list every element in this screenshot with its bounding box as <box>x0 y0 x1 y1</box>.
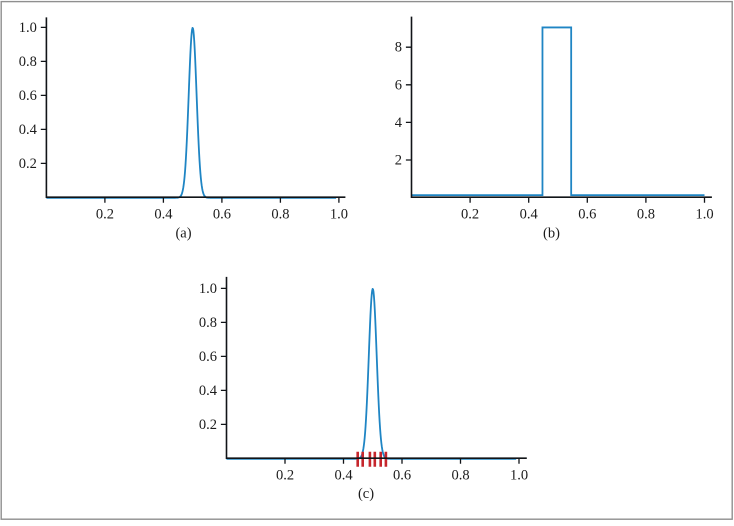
svg-text:0.8: 0.8 <box>451 467 469 483</box>
svg-text:0.6: 0.6 <box>393 467 411 483</box>
svg-text:(c): (c) <box>358 486 374 502</box>
svg-text:0.2: 0.2 <box>199 417 217 433</box>
svg-text:0.2: 0.2 <box>96 206 114 222</box>
svg-text:0.4: 0.4 <box>520 206 539 222</box>
svg-text:0.8: 0.8 <box>271 206 289 222</box>
svg-text:0.6: 0.6 <box>19 88 37 104</box>
svg-text:1.0: 1.0 <box>695 206 713 222</box>
svg-text:0.2: 0.2 <box>276 467 294 483</box>
svg-text:0.4: 0.4 <box>199 383 218 399</box>
svg-text:0.8: 0.8 <box>199 315 217 331</box>
svg-text:0.2: 0.2 <box>19 156 37 172</box>
svg-text:1.0: 1.0 <box>19 20 37 36</box>
svg-text:0.8: 0.8 <box>19 54 37 70</box>
svg-text:0.6: 0.6 <box>199 349 217 365</box>
svg-text:6: 6 <box>395 77 402 93</box>
svg-text:1.0: 1.0 <box>330 206 348 222</box>
svg-text:(b): (b) <box>543 225 560 241</box>
svg-text:0.2: 0.2 <box>461 206 479 222</box>
svg-text:0.4: 0.4 <box>154 206 173 222</box>
svg-text:1.0: 1.0 <box>199 281 217 297</box>
svg-text:4: 4 <box>395 115 403 131</box>
svg-text:0.6: 0.6 <box>578 206 596 222</box>
svg-text:0.4: 0.4 <box>334 467 353 483</box>
svg-text:2: 2 <box>395 153 402 169</box>
svg-text:0.6: 0.6 <box>213 206 231 222</box>
svg-text:0.4: 0.4 <box>19 122 38 138</box>
svg-text:(a): (a) <box>175 225 191 241</box>
svg-text:1.0: 1.0 <box>510 467 528 483</box>
svg-text:8: 8 <box>395 40 402 56</box>
svg-text:0.8: 0.8 <box>637 206 655 222</box>
